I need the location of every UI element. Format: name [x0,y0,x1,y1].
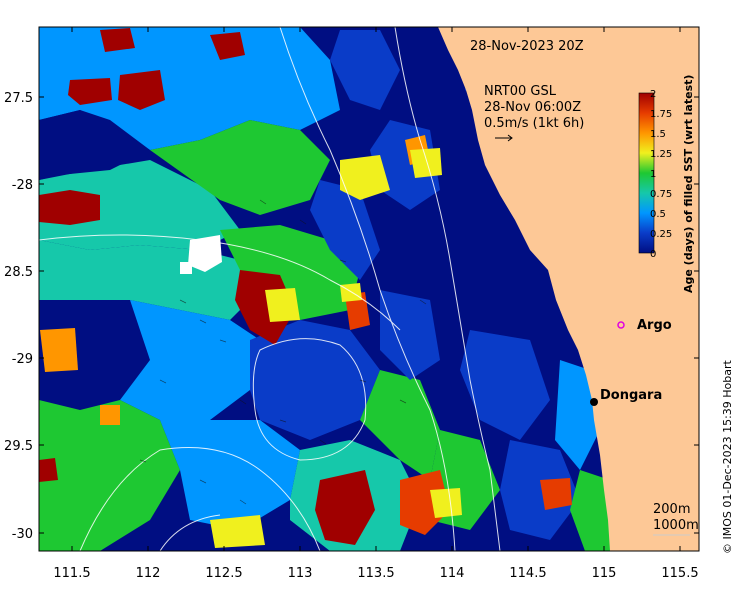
x-tick-label: 115.5 [661,566,698,581]
y-tick-label: 28.5 [4,265,33,280]
x-tick-label: 113 [288,566,313,581]
bathymetry-contours [39,27,501,551]
colorbar-tick-label: 0.25 [650,229,672,240]
y-tick-label: -30 [12,527,33,542]
isobath-1000m-label: 1000m [653,518,699,533]
dongara-marker [590,398,598,406]
y-tick-label: -28 [12,178,33,193]
colorbar-tick-label: 1.75 [650,109,672,120]
colorbar: 2 1.75 1.5 1.25 1 0.75 0.5 0.25 0 Age (d… [638,75,695,293]
y-tick-label: 29.5 [4,439,33,454]
colorbar-tick-label: 1.25 [650,149,672,160]
colorbar-tick-label: 0.5 [650,209,666,220]
x-tick-label: 115 [592,566,617,581]
colorbar-tick-label: 1.5 [650,129,666,140]
current-vectors [139,199,427,505]
colorbar-title: Age (days) of filled SST (wrt latest) [682,75,695,293]
argo-label: Argo [637,318,672,333]
x-tick-label: 112 [136,566,161,581]
current-source-label: NRT00 GSL [484,84,557,99]
credit-label: © IMOS 01-Dec-2023 15:39 Hobart [721,359,734,554]
x-tick-label: 113.5 [357,566,394,581]
vector-scale-arrow [495,134,513,142]
x-tick-marks [71,27,681,551]
x-tick-label: 112.5 [205,566,242,581]
colorbar-tick-label: 2 [650,89,656,100]
y-tick-label: -29 [12,352,33,367]
land-coastline [438,27,699,551]
isobath-200m-label: 200m [653,502,690,517]
y-tick-label: 27.5 [4,91,33,106]
colorbar-tick-label: 0 [650,249,656,260]
argo-marker [617,321,625,329]
map-frame [38,26,700,552]
y-tick-marks [39,96,699,534]
dongara-label: Dongara [600,388,662,403]
vector-scale-label: 0.5m/s (1kt 6h) [484,116,584,131]
colorbar-tick-label: 1 [650,169,656,180]
colorbar-tick-label: 0.75 [650,189,672,200]
x-tick-label: 114 [440,566,465,581]
colorbar-gradient [638,92,655,254]
x-tick-label: 111.5 [53,566,90,581]
map-plot-area [39,27,699,551]
current-time-label: 28-Nov 06:00Z [484,100,581,115]
timestamp-label: 28-Nov-2023 20Z [470,39,584,54]
x-tick-label: 114.5 [509,566,546,581]
